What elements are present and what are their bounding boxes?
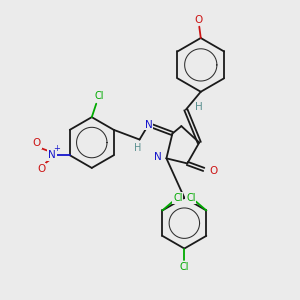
Text: O: O <box>209 166 218 176</box>
Text: Cl: Cl <box>94 91 104 101</box>
Text: H: H <box>195 102 203 112</box>
Text: N: N <box>145 120 152 130</box>
Text: O: O <box>33 138 41 148</box>
Text: N: N <box>154 152 162 162</box>
Text: Cl: Cl <box>173 193 183 203</box>
Text: Cl: Cl <box>180 262 189 272</box>
Text: N: N <box>48 150 56 160</box>
Text: Cl: Cl <box>186 193 196 203</box>
Text: +: + <box>53 144 60 153</box>
Text: O: O <box>195 14 203 25</box>
Text: O: O <box>37 164 46 174</box>
Text: H: H <box>134 143 142 153</box>
